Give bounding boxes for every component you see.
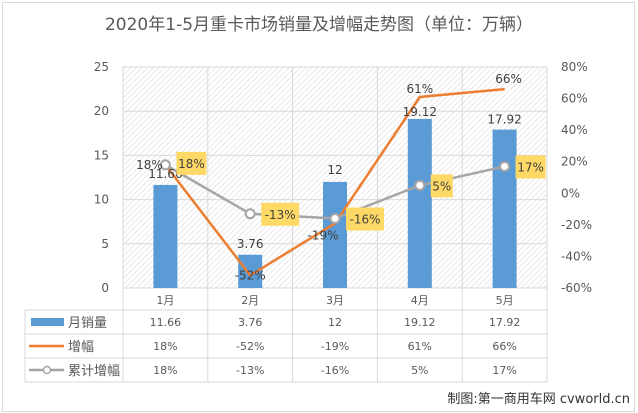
cumulative-callout xyxy=(261,202,300,226)
category-label: 1月 xyxy=(156,294,174,307)
legend-label: 增幅 xyxy=(68,340,94,355)
left-axis-tick: 25 xyxy=(94,60,109,74)
left-axis-tick: 10 xyxy=(94,193,109,207)
table-cell: 18% xyxy=(153,364,177,377)
bar-data-label: 17.92 xyxy=(487,113,521,127)
cumulative-marker[interactable] xyxy=(159,159,171,171)
bar-data-label: 12 xyxy=(327,163,342,177)
cumulative-callout xyxy=(176,151,207,175)
cumulative-data-label: 18% xyxy=(178,157,205,171)
legend-label: 月销量 xyxy=(68,316,107,331)
bar[interactable] xyxy=(323,181,347,288)
bar-data-label: 11.66 xyxy=(148,167,182,181)
right-axis-tick: -40% xyxy=(561,249,592,263)
table-cell: 19.12 xyxy=(404,316,436,329)
right-axis-tick: 60% xyxy=(561,92,588,106)
growth-data-label: -19% xyxy=(307,228,338,242)
left-axis-tick: 15 xyxy=(94,148,109,162)
plot-area: 0 5 10 15 20 25 -60% -40% -20% 0% 20% 40% 60% 80% 11.6… xyxy=(94,60,592,295)
bar[interactable] xyxy=(153,184,178,288)
table-cell: -19% xyxy=(321,340,349,353)
chart-title: 2020年1-5月重卡市场销量及增幅走势图（单位：万辆） xyxy=(104,15,534,35)
cumulative-data-label: 5% xyxy=(432,179,451,193)
category-label: 2月 xyxy=(241,294,259,307)
growth-data-label: 61% xyxy=(406,82,433,96)
legend-bar-key xyxy=(31,318,64,326)
category-label: 4月 xyxy=(411,294,429,307)
growth-data-label: -52% xyxy=(235,268,266,282)
table-cell: 17.92 xyxy=(489,316,521,329)
category-label: 5月 xyxy=(496,294,514,307)
table-cell: -52% xyxy=(236,340,264,353)
left-axis-tick: 20 xyxy=(94,104,109,118)
right-axis-tick: 40% xyxy=(561,123,588,137)
growth-data-label: 66% xyxy=(495,72,522,86)
bar-data-label: 3.76 xyxy=(237,237,264,251)
cumulative-data-label: 17% xyxy=(517,160,544,174)
table-cell: 12 xyxy=(328,316,342,329)
cumulative-data-label: -13% xyxy=(265,208,296,222)
table-cell: 18% xyxy=(153,340,177,353)
growth-data-label: 18% xyxy=(136,158,163,172)
cumulative-callout xyxy=(515,155,546,179)
table-cell: 5% xyxy=(411,364,428,377)
table-cell: 17% xyxy=(492,364,516,377)
cumulative-callout xyxy=(430,174,453,198)
right-axis-tick: -20% xyxy=(561,218,592,232)
right-axis-tick: 20% xyxy=(561,155,588,169)
table-cell: 3.76 xyxy=(238,316,263,329)
right-axis-tick: 80% xyxy=(561,60,588,74)
cumulative-callout xyxy=(346,207,384,231)
right-axis-tick: -60% xyxy=(561,281,592,295)
cumulative-data-label: -16% xyxy=(349,213,380,227)
table-cell: 61% xyxy=(408,340,432,353)
table-cell: -13% xyxy=(236,364,264,377)
table-cell: -16% xyxy=(321,364,349,377)
left-axis-tick: 5 xyxy=(101,237,109,251)
legend-label: 累计增幅 xyxy=(68,364,120,379)
bar[interactable] xyxy=(407,118,432,288)
chart-credit: 制图:第一商用车网 cvworld.cn xyxy=(447,392,630,407)
cumulative-marker[interactable] xyxy=(244,208,256,220)
category-label: 3月 xyxy=(326,294,344,307)
bar-data-label: 19.12 xyxy=(403,105,437,119)
legend-marker-icon xyxy=(42,365,52,375)
cumulative-marker[interactable] xyxy=(329,213,341,225)
right-axis-tick: 0% xyxy=(561,186,580,200)
cumulative-marker[interactable] xyxy=(499,160,511,172)
bar[interactable] xyxy=(492,129,517,288)
table-cell: 11.66 xyxy=(150,316,182,329)
cumulative-marker[interactable] xyxy=(414,179,426,191)
left-axis-tick: 0 xyxy=(101,281,109,295)
table-cell: 66% xyxy=(492,340,516,353)
